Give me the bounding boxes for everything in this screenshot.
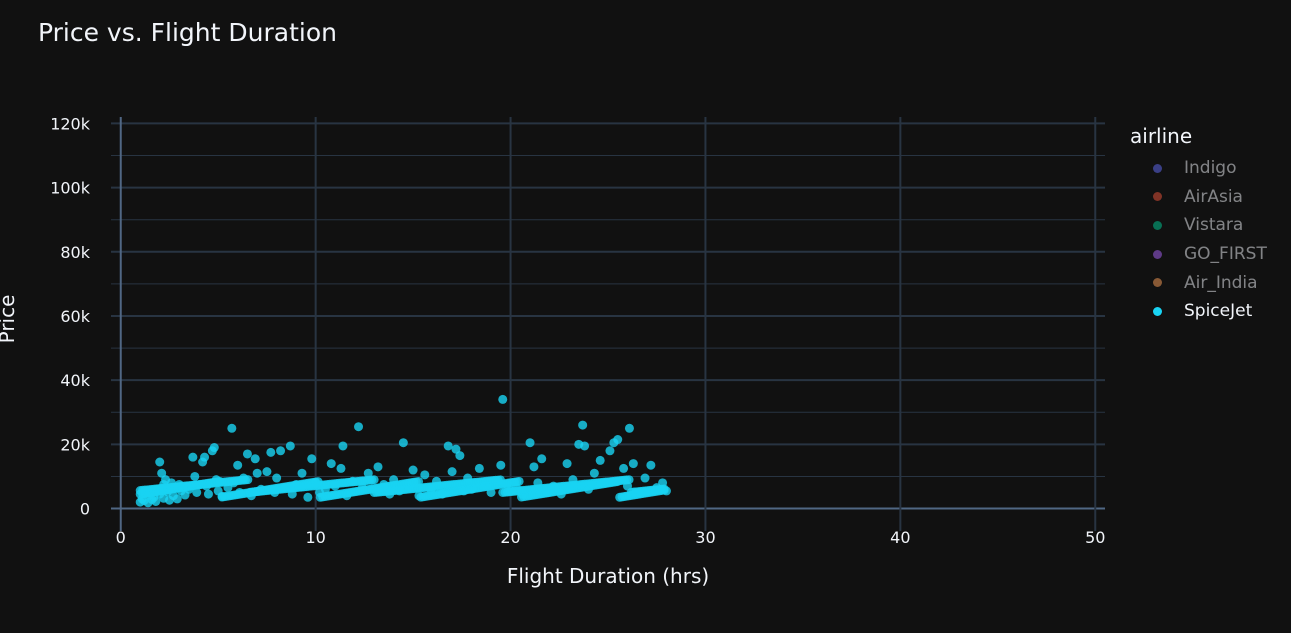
data-point	[200, 452, 210, 462]
legend: airline Indigo AirAsia Vistara GO_FIRST Air_…	[1130, 124, 1267, 326]
legend-item-airasia[interactable]: AirAsia	[1130, 183, 1267, 212]
data-point	[192, 487, 202, 497]
data-point	[529, 462, 539, 472]
data-point	[595, 455, 605, 465]
data-point	[580, 441, 590, 451]
legend-label: Vistara	[1184, 215, 1244, 236]
data-point	[227, 423, 237, 433]
legend-marker-icon	[1153, 249, 1162, 259]
data-point	[659, 484, 669, 494]
data-point	[297, 468, 307, 478]
data-point	[605, 446, 615, 456]
data-point	[498, 394, 508, 404]
x-tick-label: 0	[116, 528, 126, 547]
data-point	[266, 447, 276, 457]
data-point	[420, 470, 430, 480]
data-point	[373, 462, 383, 472]
data-point	[338, 441, 348, 451]
data-point	[262, 467, 272, 477]
legend-marker-icon	[1153, 278, 1162, 288]
data-point	[562, 459, 572, 469]
data-point	[250, 454, 260, 464]
x-tick-label: 40	[890, 528, 910, 547]
data-point	[455, 451, 465, 461]
y-tick-label: 40k	[60, 371, 90, 390]
data-point	[624, 423, 634, 433]
data-point	[398, 438, 408, 448]
data-point	[589, 468, 599, 478]
legend-label: GO_FIRST	[1184, 244, 1267, 265]
data-point	[188, 452, 198, 462]
data-point	[640, 473, 650, 483]
data-point	[474, 463, 484, 473]
data-point	[354, 422, 364, 432]
data-point	[190, 471, 200, 481]
data-point	[578, 420, 588, 430]
legend-items: Indigo AirAsia Vistara GO_FIRST Air_India Spi…	[1130, 154, 1267, 326]
x-tick-label: 20	[500, 528, 520, 547]
x-axis-title: Flight Duration (hrs)	[507, 564, 709, 588]
data-point	[272, 473, 282, 483]
data-point	[447, 467, 457, 477]
y-tick-label: 80k	[60, 243, 90, 262]
legend-title: airline	[1130, 124, 1193, 148]
data-point	[613, 435, 623, 445]
data-point	[209, 443, 219, 453]
data-point	[242, 449, 252, 459]
data-point	[233, 460, 243, 470]
data-point	[307, 454, 317, 464]
y-tick-label: 20k	[60, 435, 90, 454]
legend-marker-icon	[1153, 192, 1162, 202]
y-axis-title: Price	[0, 295, 19, 344]
data-point	[514, 476, 524, 486]
x-tick-label: 50	[1085, 528, 1105, 547]
data-point	[151, 496, 161, 506]
data-point	[619, 463, 629, 473]
data-point	[525, 438, 535, 448]
y-tick-label: 0	[80, 500, 90, 519]
data-point	[243, 475, 253, 485]
data-point	[537, 454, 547, 464]
data-point	[326, 459, 336, 469]
data-point	[336, 463, 346, 473]
data-point	[276, 446, 286, 456]
data-point	[624, 475, 634, 485]
data-point	[155, 457, 165, 467]
legend-label: AirAsia	[1184, 186, 1243, 207]
legend-marker-icon	[1153, 220, 1162, 230]
data-point	[443, 441, 453, 451]
chart-title: Price vs. Flight Duration	[38, 18, 337, 47]
x-tick-label: 30	[695, 528, 715, 547]
legend-item-air-india[interactable]: Air_India	[1130, 268, 1267, 297]
legend-item-go-first[interactable]: GO_FIRST	[1130, 240, 1267, 269]
y-tick-label: 100k	[50, 179, 91, 198]
legend-item-indigo[interactable]: Indigo	[1130, 154, 1267, 183]
data-point	[303, 492, 313, 502]
data-point	[628, 459, 638, 469]
legend-label: Air_India	[1184, 272, 1258, 293]
data-point	[285, 441, 295, 451]
legend-label: SpiceJet	[1184, 301, 1253, 322]
x-tick-label: 10	[305, 528, 325, 547]
data-point	[172, 494, 182, 504]
y-tick-label: 60k	[60, 307, 90, 326]
legend-item-vistara[interactable]: Vistara	[1130, 211, 1267, 240]
data-point	[408, 465, 418, 475]
legend-item-spicejet[interactable]: SpiceJet	[1130, 297, 1267, 326]
y-tick-label: 120k	[50, 114, 91, 133]
legend-marker-icon	[1153, 306, 1162, 316]
data-point	[369, 475, 379, 485]
data-point	[252, 468, 262, 478]
data-point	[203, 489, 213, 499]
data-point	[496, 460, 506, 470]
legend-marker-icon	[1153, 163, 1162, 173]
data-point	[646, 460, 656, 470]
legend-label: Indigo	[1184, 158, 1237, 179]
data-point	[363, 468, 373, 478]
